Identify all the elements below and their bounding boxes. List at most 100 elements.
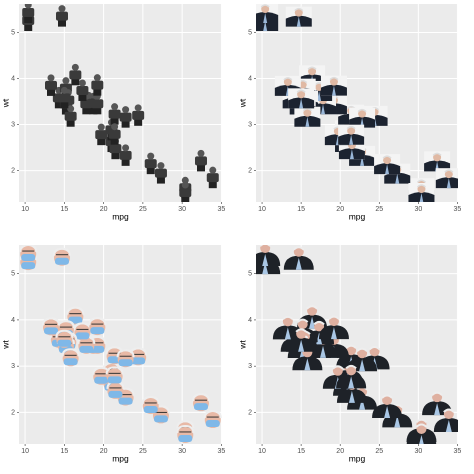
shirt bbox=[299, 98, 304, 109]
face bbox=[444, 170, 453, 179]
shirt bbox=[419, 193, 424, 202]
hair bbox=[415, 423, 428, 428]
head bbox=[58, 5, 66, 13]
hair bbox=[432, 152, 442, 156]
face bbox=[433, 153, 442, 162]
legs bbox=[24, 14, 33, 23]
mask bbox=[90, 327, 105, 335]
point bbox=[45, 74, 58, 96]
points bbox=[19, 245, 222, 443]
mask bbox=[193, 403, 208, 411]
point bbox=[119, 106, 132, 128]
plot-background bbox=[19, 245, 222, 444]
face bbox=[382, 394, 393, 405]
coat bbox=[91, 80, 104, 90]
face bbox=[282, 316, 293, 327]
head bbox=[60, 86, 68, 94]
x-tick-label: 35 bbox=[454, 448, 462, 455]
point bbox=[408, 183, 435, 202]
mask bbox=[63, 358, 78, 366]
point bbox=[349, 107, 376, 128]
point bbox=[92, 366, 111, 385]
points bbox=[22, 4, 219, 202]
x-tick-label: 15 bbox=[297, 448, 305, 455]
point bbox=[286, 328, 317, 352]
head bbox=[111, 123, 119, 131]
hair bbox=[55, 329, 74, 338]
point bbox=[58, 86, 71, 109]
x-tick-label: 15 bbox=[60, 448, 68, 455]
legs bbox=[134, 116, 143, 126]
hair bbox=[61, 348, 80, 357]
head bbox=[111, 103, 119, 111]
point bbox=[336, 364, 367, 389]
hair bbox=[116, 349, 135, 358]
y-tick-label: 2 bbox=[248, 409, 252, 416]
x-tick-label: 20 bbox=[336, 206, 344, 213]
x-tick-label: 25 bbox=[139, 206, 147, 213]
legs bbox=[60, 99, 69, 109]
face bbox=[443, 409, 454, 420]
shirt bbox=[309, 316, 316, 329]
hair bbox=[283, 77, 293, 81]
y-tick-label: 5 bbox=[248, 29, 252, 36]
hair bbox=[302, 107, 312, 112]
point bbox=[374, 154, 401, 175]
face bbox=[347, 126, 356, 135]
y-axis-title: wt bbox=[0, 98, 10, 108]
point bbox=[76, 79, 89, 101]
head bbox=[93, 74, 101, 82]
shirt bbox=[434, 403, 441, 416]
legs bbox=[110, 135, 119, 145]
shirt bbox=[359, 397, 366, 410]
hair bbox=[259, 245, 271, 247]
legs bbox=[110, 115, 119, 125]
point bbox=[108, 103, 121, 125]
shirt bbox=[295, 257, 302, 270]
hair bbox=[444, 169, 454, 173]
point bbox=[256, 245, 281, 267]
y-tick-label: 4 bbox=[248, 75, 252, 82]
point bbox=[372, 394, 403, 418]
legs bbox=[196, 162, 205, 172]
shirt bbox=[263, 21, 268, 32]
face bbox=[293, 246, 304, 257]
mask bbox=[44, 327, 59, 335]
point bbox=[318, 315, 349, 340]
head bbox=[78, 79, 86, 87]
shirt bbox=[305, 116, 310, 127]
hair bbox=[381, 394, 393, 399]
mask bbox=[75, 332, 90, 340]
hair bbox=[357, 108, 367, 113]
coat bbox=[58, 93, 71, 103]
point bbox=[256, 4, 279, 23]
head bbox=[134, 104, 142, 112]
point bbox=[88, 317, 107, 336]
face bbox=[308, 67, 317, 76]
y-axis-title: wt bbox=[237, 98, 247, 108]
x-tick-label: 15 bbox=[60, 206, 68, 213]
mask bbox=[54, 257, 69, 265]
coat bbox=[194, 156, 207, 166]
point bbox=[320, 75, 347, 96]
x-tick-label: 35 bbox=[218, 206, 226, 213]
point bbox=[338, 124, 365, 145]
point bbox=[105, 366, 124, 385]
point bbox=[285, 6, 312, 27]
hair bbox=[141, 395, 160, 405]
hair bbox=[282, 315, 294, 321]
coat bbox=[22, 8, 35, 17]
mask bbox=[108, 390, 123, 398]
hair bbox=[307, 66, 317, 70]
x-tick-label: 30 bbox=[414, 206, 422, 213]
y-axis-title: wt bbox=[0, 340, 10, 350]
point bbox=[91, 74, 104, 96]
coat bbox=[179, 188, 192, 197]
shirt bbox=[384, 405, 391, 418]
shirt bbox=[385, 164, 390, 175]
hair bbox=[313, 320, 325, 326]
hair bbox=[306, 305, 318, 310]
coat bbox=[144, 159, 157, 169]
y-tick-label: 3 bbox=[248, 121, 252, 128]
point bbox=[119, 144, 132, 166]
